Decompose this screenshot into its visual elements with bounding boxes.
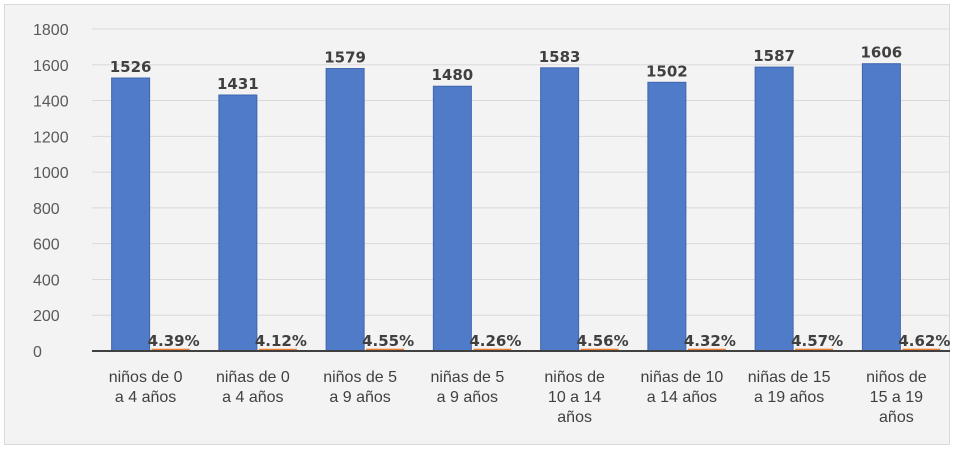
y-tick-label: 1200: [33, 129, 69, 146]
x-tick-label: niñas de 15: [748, 369, 831, 386]
x-tick-label: a 4 años: [222, 389, 283, 406]
bar: [432, 85, 472, 352]
x-axis-ticks: niños de 0 a 4 años niñas de 0 a 4 años niño…: [109, 369, 927, 426]
bar: [754, 66, 794, 352]
x-tick-label: niños de: [866, 369, 927, 386]
percent-label: 4.55%: [362, 332, 414, 350]
y-tick-label: 1600: [33, 58, 69, 75]
bar: [861, 63, 901, 352]
y-tick-label: 200: [33, 308, 60, 325]
data-labels: 1526 4.39% 1431 4.12% 1579 4.55% 1480 4.26% 1583…: [110, 44, 951, 350]
x-tick-label: niñas de 0: [216, 369, 290, 386]
bar: [325, 68, 365, 352]
y-tick-label: 1800: [33, 22, 69, 39]
value-label: 1526: [110, 58, 152, 76]
value-label: 1579: [324, 49, 366, 67]
y-tick-label: 600: [33, 237, 60, 254]
x-tick-label: a 4 años: [115, 389, 176, 406]
y-axis-ticks: 0 200 400 600 800 1000 1200 1400 1600 1800: [33, 22, 69, 361]
bar: [111, 77, 151, 352]
y-tick-label: 1000: [33, 165, 69, 182]
percent-label: 4.39%: [148, 332, 200, 350]
x-tick-label: años: [879, 409, 914, 426]
bar: [218, 94, 258, 352]
x-tick-label: a 9 años: [329, 389, 390, 406]
percent-label: 4.12%: [255, 332, 307, 350]
x-tick-label: niñas de 5: [430, 369, 504, 386]
bar: [647, 81, 687, 352]
value-label: 1583: [539, 48, 581, 66]
value-label: 1480: [432, 66, 474, 84]
x-tick-label: a 14 años: [647, 389, 717, 406]
y-tick-label: 400: [33, 272, 60, 289]
x-tick-label: niños de: [544, 369, 605, 386]
value-label: 1587: [753, 47, 795, 65]
y-tick-label: 0: [33, 344, 42, 361]
y-tick-label: 1400: [33, 94, 69, 111]
bars: [111, 63, 941, 352]
x-tick-label: años: [557, 409, 592, 426]
x-tick-label: niños de 5: [323, 369, 397, 386]
x-tick-label: niñas de 10: [641, 369, 724, 386]
value-label: 1502: [646, 62, 688, 80]
y-tick-label: 800: [33, 201, 60, 218]
percent-label: 4.26%: [469, 332, 521, 350]
percent-label: 4.32%: [684, 332, 736, 350]
x-tick-label: niños de 0: [109, 369, 183, 386]
x-tick-label: a 19 años: [754, 389, 824, 406]
bar: [540, 67, 580, 352]
x-tick-label: 15 a 19: [870, 389, 923, 406]
value-label: 1431: [217, 75, 259, 93]
percent-label: 4.57%: [791, 332, 843, 350]
x-tick-label: a 9 años: [437, 389, 498, 406]
percent-label: 4.62%: [898, 332, 950, 350]
value-label: 1606: [861, 44, 903, 62]
percent-label: 4.56%: [577, 332, 629, 350]
x-tick-label: 10 a 14: [548, 389, 601, 406]
